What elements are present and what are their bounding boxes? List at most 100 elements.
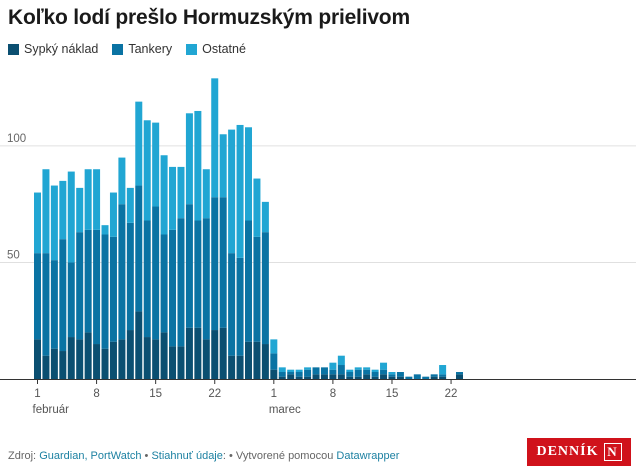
bar-segment[interactable] — [177, 218, 185, 347]
bar-segment[interactable] — [329, 374, 337, 379]
bar-segment[interactable] — [439, 376, 447, 379]
bar-segment[interactable] — [380, 362, 388, 370]
bar-segment[interactable] — [202, 339, 210, 379]
bar-segment[interactable] — [253, 178, 261, 237]
bar-segment[interactable] — [312, 367, 320, 375]
bar-segment[interactable] — [278, 372, 286, 377]
bar-segment[interactable] — [202, 169, 210, 219]
bar-segment[interactable] — [67, 262, 75, 338]
bar-segment[interactable] — [76, 187, 84, 233]
bar-segment[interactable] — [405, 376, 413, 379]
bar-segment[interactable] — [304, 367, 312, 370]
bar-segment[interactable] — [278, 367, 286, 373]
bar-segment[interactable] — [346, 369, 354, 373]
bar-segment[interactable] — [388, 376, 396, 379]
bar-segment[interactable] — [194, 220, 202, 328]
bar-segment[interactable] — [236, 124, 244, 258]
bar-segment[interactable] — [287, 372, 295, 375]
bar-segment[interactable] — [109, 236, 117, 342]
bar-segment[interactable] — [228, 253, 236, 356]
datawrapper-link[interactable]: Datawrapper — [336, 450, 400, 462]
bar-segment[interactable] — [245, 341, 252, 379]
bar-segment[interactable] — [76, 339, 84, 379]
bar-segment[interactable] — [295, 376, 303, 379]
bar-segment[interactable] — [118, 339, 126, 379]
bar-segment[interactable] — [34, 339, 41, 379]
bar-segment[interactable] — [219, 197, 227, 328]
bar-segment[interactable] — [67, 337, 75, 379]
bar-segment[interactable] — [93, 229, 101, 345]
bar-segment[interactable] — [456, 374, 463, 379]
bar-segment[interactable] — [219, 134, 227, 198]
bar-segment[interactable] — [211, 197, 219, 331]
source-link[interactable]: Guardian, PortWatch — [39, 450, 142, 462]
bar-segment[interactable] — [118, 157, 126, 205]
bar-segment[interactable] — [371, 376, 379, 379]
bar-segment[interactable] — [34, 192, 41, 254]
bar-segment[interactable] — [228, 129, 236, 254]
bar-segment[interactable] — [34, 253, 41, 340]
bar-segment[interactable] — [211, 330, 219, 379]
bar-segment[interactable] — [50, 260, 58, 349]
bar-segment[interactable] — [211, 78, 219, 198]
bar-segment[interactable] — [84, 229, 92, 333]
bar-segment[interactable] — [346, 372, 354, 377]
download-data-link[interactable]: Stiahnuť údaje — [151, 450, 223, 462]
bar-segment[interactable] — [50, 348, 58, 379]
bar-segment[interactable] — [329, 362, 337, 370]
bar-segment[interactable] — [380, 374, 388, 379]
bar-segment[interactable] — [413, 374, 421, 379]
bar-segment[interactable] — [135, 311, 143, 379]
bar-segment[interactable] — [228, 355, 236, 379]
bar-segment[interactable] — [101, 234, 109, 349]
bar-segment[interactable] — [50, 185, 58, 261]
bar-segment[interactable] — [270, 369, 278, 379]
bar-segment[interactable] — [169, 166, 177, 230]
bar-segment[interactable] — [126, 187, 134, 223]
bar-segment[interactable] — [236, 257, 244, 356]
bar-segment[interactable] — [388, 372, 396, 375]
bar-segment[interactable] — [93, 169, 101, 230]
bar-segment[interactable] — [337, 374, 345, 379]
bar-segment[interactable] — [354, 369, 362, 377]
bar-segment[interactable] — [135, 101, 143, 186]
bar-segment[interactable] — [253, 341, 261, 379]
bar-segment[interactable] — [202, 218, 210, 340]
bar-segment[interactable] — [270, 353, 278, 370]
bar-segment[interactable] — [135, 185, 143, 312]
bar-segment[interactable] — [456, 372, 463, 375]
bar-segment[interactable] — [42, 253, 50, 356]
bar-segment[interactable] — [295, 372, 303, 377]
bar-segment[interactable] — [245, 127, 252, 221]
bar-segment[interactable] — [143, 220, 151, 338]
bar-segment[interactable] — [320, 367, 328, 375]
bar-segment[interactable] — [101, 348, 109, 379]
bar-segment[interactable] — [109, 341, 117, 379]
bar-segment[interactable] — [287, 369, 295, 373]
bar-segment[interactable] — [160, 332, 168, 379]
bar-segment[interactable] — [152, 206, 160, 340]
bar-segment[interactable] — [245, 220, 252, 342]
bar-segment[interactable] — [109, 192, 117, 237]
bar-segment[interactable] — [169, 346, 177, 379]
bar-segment[interactable] — [194, 327, 202, 379]
bar-segment[interactable] — [329, 369, 337, 375]
bar-segment[interactable] — [194, 110, 202, 221]
bar-segment[interactable] — [143, 337, 151, 379]
bar-segment[interactable] — [177, 166, 185, 219]
bar-segment[interactable] — [59, 351, 67, 379]
bar-segment[interactable] — [312, 374, 320, 379]
bar-segment[interactable] — [396, 376, 404, 379]
bar-segment[interactable] — [422, 376, 430, 379]
bar-segment[interactable] — [253, 236, 261, 342]
bar-segment[interactable] — [270, 339, 278, 354]
bar-segment[interactable] — [337, 365, 345, 375]
bar-segment[interactable] — [304, 369, 312, 377]
bar-segment[interactable] — [396, 372, 404, 377]
bar-segment[interactable] — [185, 113, 193, 205]
bar-segment[interactable] — [346, 376, 354, 379]
bar-segment[interactable] — [185, 204, 193, 328]
bar-segment[interactable] — [439, 365, 447, 375]
bar-segment[interactable] — [152, 122, 160, 207]
bar-segment[interactable] — [59, 180, 67, 240]
